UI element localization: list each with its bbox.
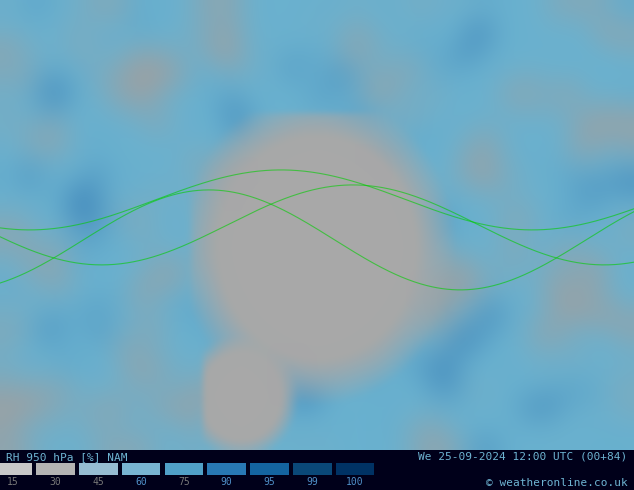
- Text: 45: 45: [93, 477, 104, 487]
- Text: 100: 100: [346, 477, 364, 487]
- Text: We 25-09-2024 12:00 UTC (00+84): We 25-09-2024 12:00 UTC (00+84): [418, 452, 628, 462]
- Bar: [79, 464, 117, 475]
- Text: 15: 15: [7, 477, 18, 487]
- Bar: [293, 464, 332, 475]
- Bar: [336, 464, 374, 475]
- Bar: [250, 464, 288, 475]
- Text: RH 950 hPa [%] NAM: RH 950 hPa [%] NAM: [6, 452, 128, 462]
- Text: 90: 90: [221, 477, 233, 487]
- Bar: [36, 464, 75, 475]
- Bar: [165, 464, 203, 475]
- Text: 99: 99: [306, 477, 318, 487]
- Bar: [207, 464, 246, 475]
- Bar: [0, 464, 32, 475]
- Bar: [122, 464, 160, 475]
- Text: 30: 30: [49, 477, 61, 487]
- Text: 60: 60: [135, 477, 147, 487]
- Text: 75: 75: [178, 477, 190, 487]
- Text: © weatheronline.co.uk: © weatheronline.co.uk: [486, 478, 628, 488]
- Text: 95: 95: [264, 477, 275, 487]
